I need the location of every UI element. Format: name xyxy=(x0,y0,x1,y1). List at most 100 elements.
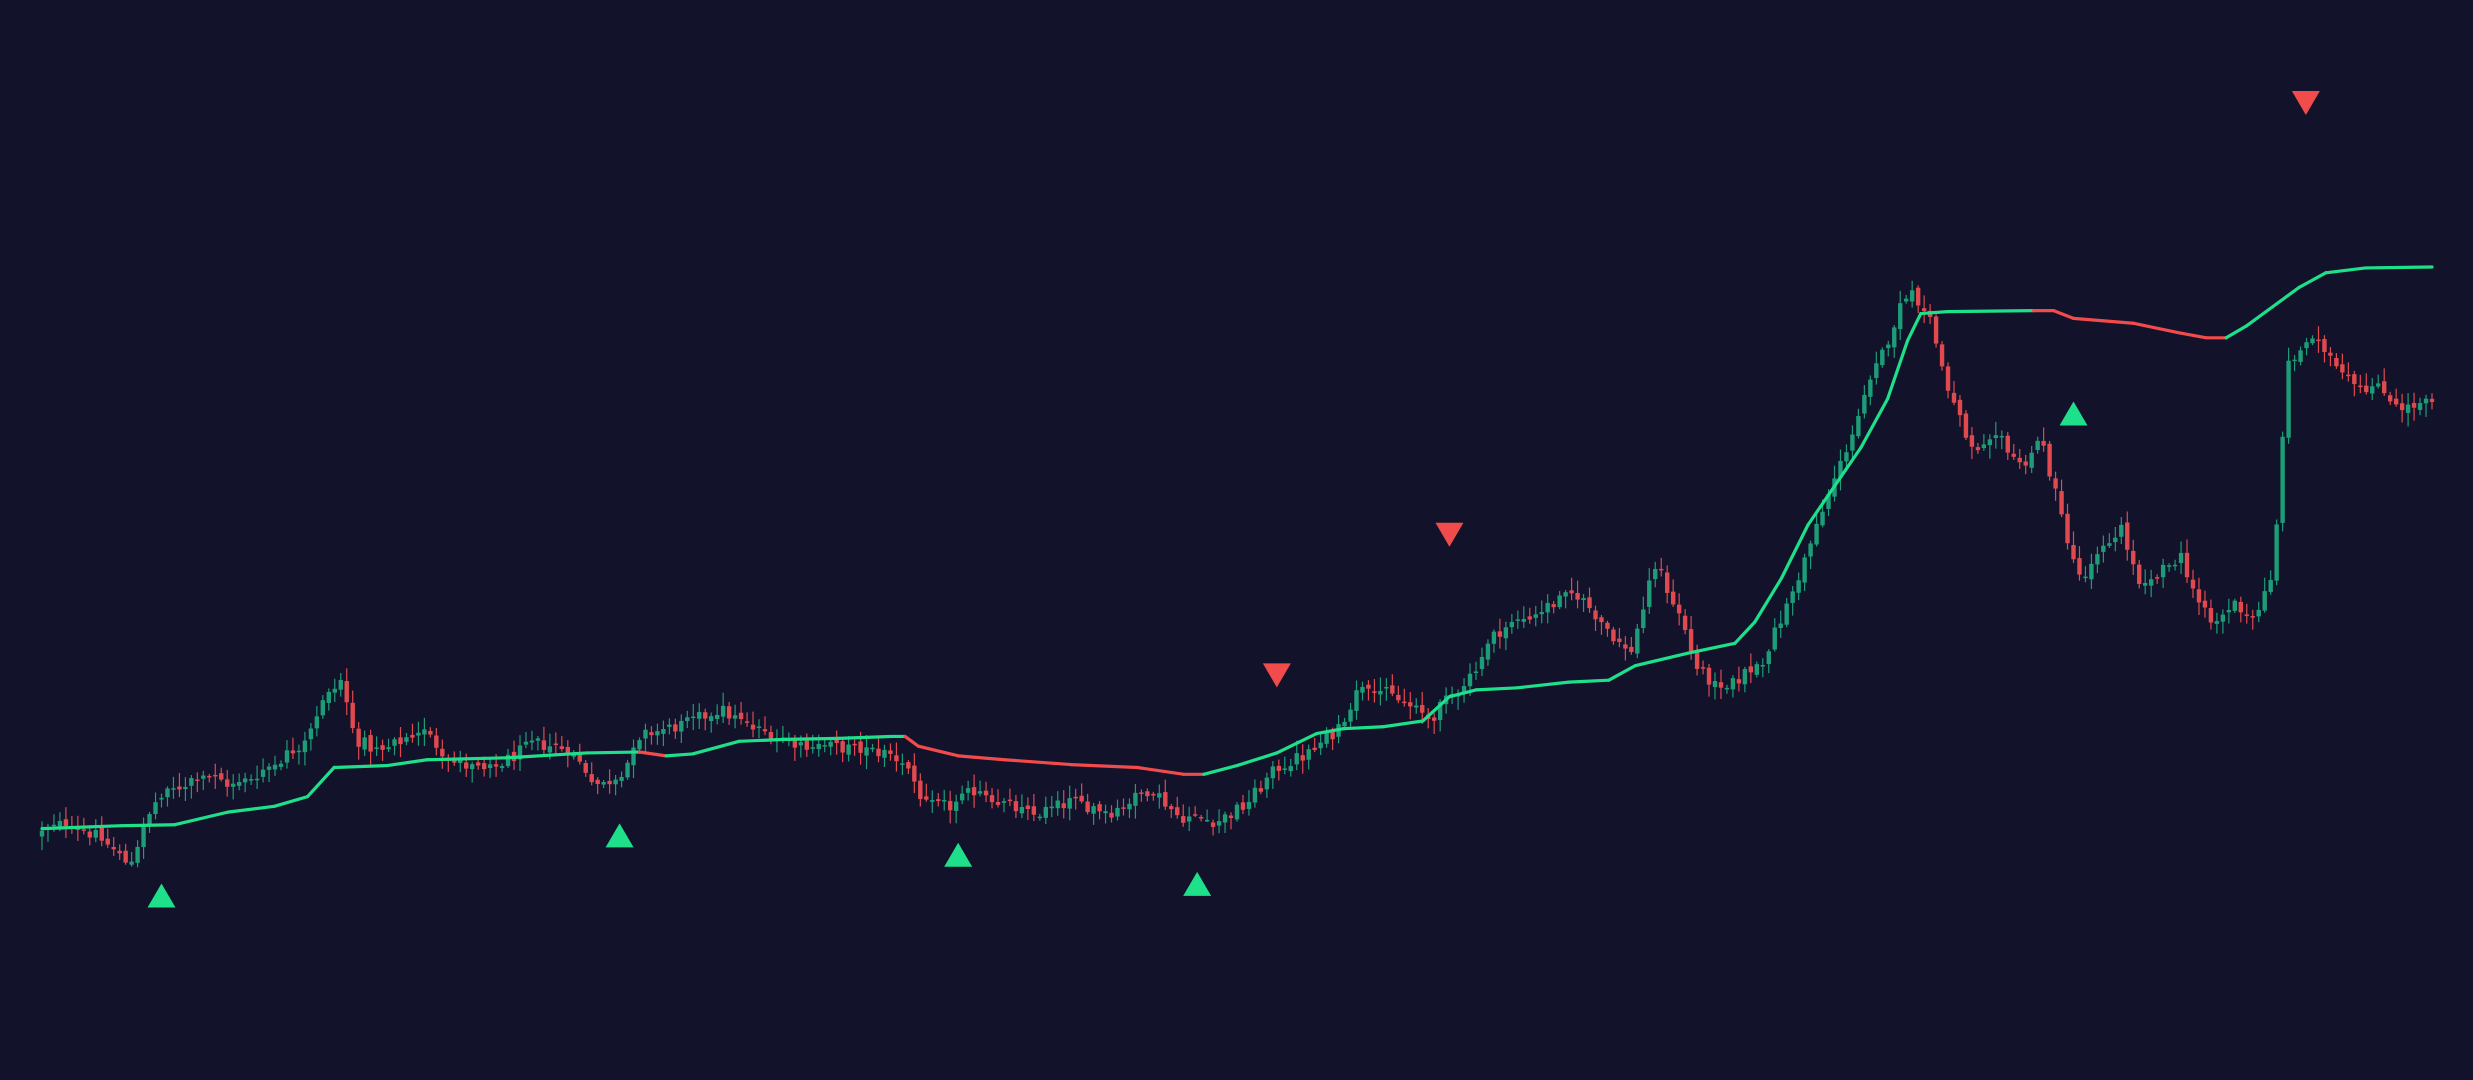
candle xyxy=(1963,409,1969,441)
candle-body xyxy=(553,743,559,746)
candle xyxy=(1163,779,1168,810)
candle-body xyxy=(1157,793,1162,798)
candle-body xyxy=(1515,619,1521,621)
candle xyxy=(756,719,762,739)
candle-body xyxy=(505,754,511,767)
candle xyxy=(1778,610,1783,639)
candle-body xyxy=(2005,435,2010,453)
trend-line-segment xyxy=(2324,266,2368,275)
candle-body xyxy=(1814,523,1819,545)
candle-body xyxy=(1533,614,1538,618)
candle-body xyxy=(2166,565,2172,567)
candle xyxy=(703,708,708,731)
candle xyxy=(129,851,134,867)
candle-body xyxy=(828,741,833,747)
trend-line-segment xyxy=(332,763,389,770)
candle xyxy=(1945,362,1951,399)
candle xyxy=(673,718,678,739)
candle xyxy=(1216,809,1222,834)
candle xyxy=(1282,756,1287,775)
candle xyxy=(2071,531,2076,564)
candle xyxy=(2154,574,2160,584)
candle-body xyxy=(374,747,379,749)
candle xyxy=(1682,609,1688,635)
candle xyxy=(894,742,899,772)
candle xyxy=(242,772,248,793)
candle xyxy=(440,739,445,769)
candle xyxy=(1957,395,1963,427)
candle-body xyxy=(1103,811,1108,814)
candle-body xyxy=(2220,614,2226,622)
candle xyxy=(2358,374,2363,394)
candle-body xyxy=(320,700,326,716)
trend-line-segment xyxy=(272,794,310,808)
candle xyxy=(2298,346,2303,366)
candle-body xyxy=(2262,591,2267,611)
candle xyxy=(1061,790,1066,819)
candle-body xyxy=(1611,629,1616,642)
candle-body xyxy=(1951,392,1957,403)
candle xyxy=(2316,326,2321,353)
candle xyxy=(595,777,600,795)
candle-body xyxy=(2029,452,2034,468)
candle-body xyxy=(906,762,911,769)
candle xyxy=(888,743,893,761)
candle xyxy=(1043,796,1048,825)
candle xyxy=(1300,744,1305,774)
candle-body xyxy=(2340,364,2345,373)
candle xyxy=(1491,629,1497,653)
candle-body xyxy=(2370,386,2375,394)
candle xyxy=(1951,381,1957,406)
candle-body xyxy=(1390,685,1395,694)
candle-body xyxy=(1987,439,1993,446)
candle xyxy=(422,717,427,746)
candle-body xyxy=(75,828,81,830)
candle xyxy=(1306,744,1311,770)
candle-body xyxy=(183,786,188,790)
candle-body xyxy=(1694,652,1700,669)
candle-body xyxy=(1043,806,1048,818)
candle-body xyxy=(2143,582,2148,586)
candle-body xyxy=(2250,616,2255,618)
candle xyxy=(977,780,983,797)
candle-body xyxy=(398,737,403,745)
candle-body xyxy=(1007,799,1013,802)
candle xyxy=(278,760,284,771)
candle-body xyxy=(726,706,732,719)
candle-body xyxy=(314,716,320,729)
candle-body xyxy=(1031,806,1037,815)
trend-line-segment xyxy=(2244,305,2275,328)
candle xyxy=(1581,594,1586,612)
candle-body xyxy=(756,726,762,729)
candle xyxy=(726,701,732,726)
trend-line-segment xyxy=(2051,309,2076,320)
candle-body xyxy=(995,802,1001,805)
candle-body xyxy=(392,739,397,746)
candle xyxy=(1175,796,1180,819)
candle-body xyxy=(643,729,648,739)
candle-body xyxy=(1163,792,1168,807)
candle-body xyxy=(1862,394,1867,414)
candle xyxy=(2292,355,2297,372)
candle-body xyxy=(177,786,182,790)
candle-body xyxy=(2125,522,2130,550)
candle xyxy=(428,727,433,738)
candle xyxy=(1133,783,1138,819)
candle-body xyxy=(846,744,851,755)
candle-body xyxy=(1880,349,1885,366)
candle xyxy=(852,739,857,756)
candle-body xyxy=(1079,795,1084,802)
candle xyxy=(1533,605,1538,627)
candle-body xyxy=(440,748,445,757)
candle-body xyxy=(422,729,427,735)
candle xyxy=(1647,568,1652,614)
candle xyxy=(159,793,164,808)
candle xyxy=(948,790,953,824)
candle-body xyxy=(213,774,218,777)
candle xyxy=(236,773,242,791)
candle xyxy=(231,774,236,800)
candle xyxy=(2053,471,2058,501)
candle xyxy=(983,781,989,803)
candle xyxy=(2059,479,2064,518)
candle-body xyxy=(1605,622,1610,629)
